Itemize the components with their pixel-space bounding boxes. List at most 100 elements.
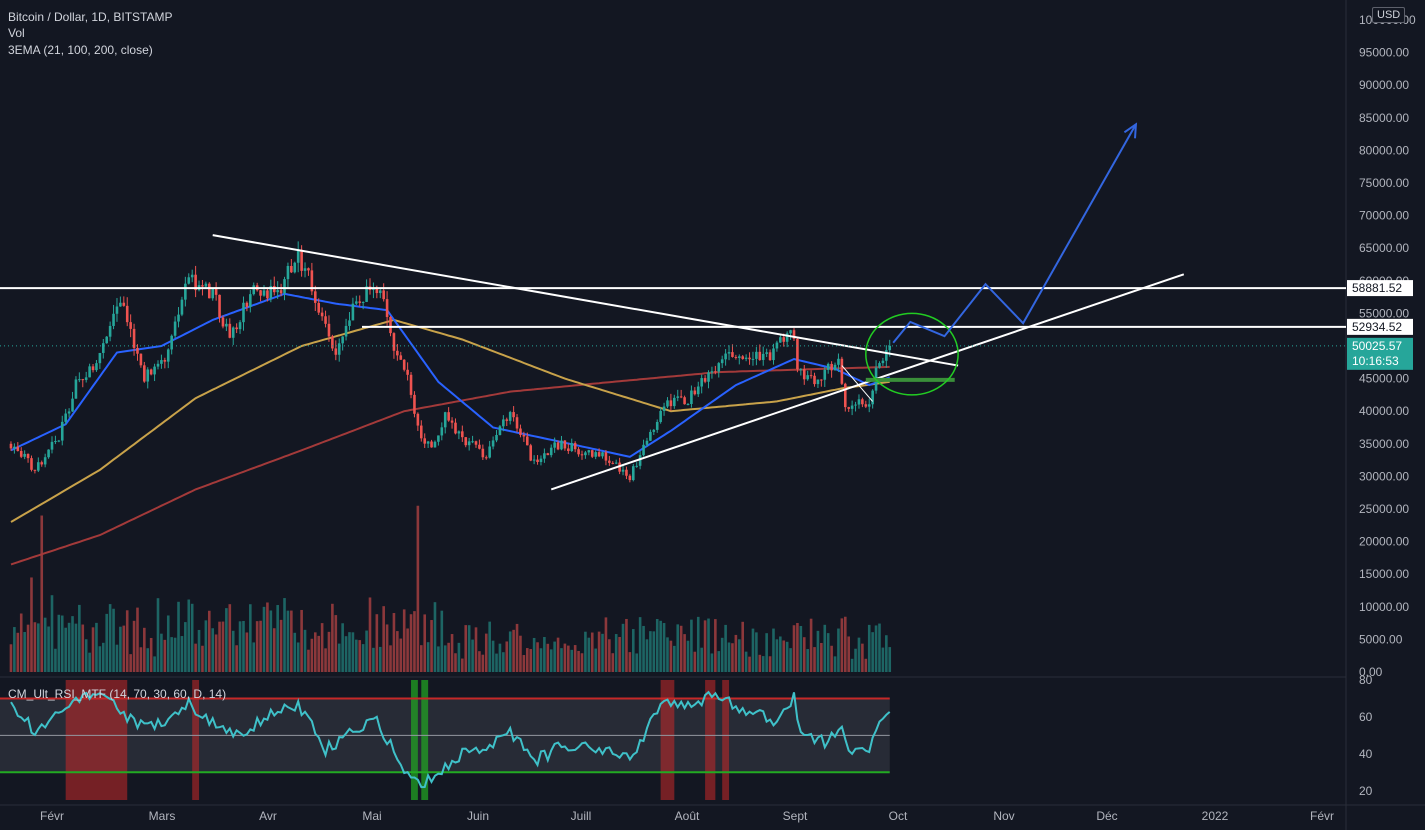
candle — [481, 444, 485, 461]
volume-bar — [467, 625, 471, 672]
candle — [471, 435, 474, 444]
candle-body — [498, 426, 502, 436]
candle — [556, 440, 560, 451]
rsi-oversold-zone — [421, 680, 429, 800]
candle-body — [238, 322, 242, 330]
candle — [758, 344, 762, 361]
volume-bar — [590, 632, 594, 672]
candle-body — [67, 411, 71, 414]
candle — [809, 370, 813, 379]
volume-bar — [64, 627, 67, 672]
candle-body — [714, 371, 717, 373]
candle-body — [519, 428, 522, 435]
volume-bar — [553, 641, 556, 672]
candle — [426, 440, 430, 448]
volume-bar — [30, 577, 33, 672]
candle — [635, 462, 639, 468]
volume-bar — [878, 623, 881, 672]
time-tick-label: Mars — [149, 809, 176, 823]
candle-body — [409, 374, 413, 395]
candle — [850, 400, 854, 416]
candle-body — [608, 460, 611, 463]
volume-bar — [816, 630, 820, 672]
candle-body — [662, 406, 666, 411]
candle — [874, 360, 878, 394]
volume-bar — [413, 611, 416, 672]
volume-bar — [276, 605, 279, 672]
candle — [806, 370, 809, 381]
candle — [156, 360, 160, 370]
candle-body — [553, 442, 556, 448]
candle — [187, 273, 191, 285]
candle — [78, 372, 81, 383]
candle — [772, 343, 775, 365]
volume-bar — [269, 610, 273, 672]
candle-body — [184, 283, 187, 300]
volume-bar — [105, 613, 109, 672]
candle — [655, 419, 659, 433]
wedge-line — [841, 365, 874, 402]
volume-bar — [734, 634, 738, 672]
candle — [447, 407, 450, 422]
candle — [351, 297, 355, 321]
volume-bar — [635, 653, 639, 672]
volume-bar — [9, 644, 13, 672]
candle-body — [529, 445, 533, 461]
volume-bar — [382, 606, 385, 672]
candle — [262, 285, 266, 297]
candle-body — [47, 449, 50, 458]
volume-bar — [536, 642, 539, 672]
candle-body — [290, 265, 293, 273]
volume-bar — [628, 652, 632, 672]
volume-bar — [532, 637, 536, 672]
candle — [368, 278, 372, 295]
candle-body — [218, 294, 221, 318]
candle-body — [402, 359, 406, 370]
candle-body — [467, 441, 471, 446]
candle-body — [505, 419, 509, 421]
candle-body — [584, 452, 587, 456]
volume-bar — [40, 515, 44, 672]
candle — [498, 425, 502, 436]
currency-badge[interactable]: USD — [1372, 7, 1406, 23]
volume-bar — [293, 632, 297, 672]
candle — [737, 354, 741, 365]
candle-body — [628, 475, 632, 481]
candle — [204, 281, 208, 288]
volume-bar — [601, 633, 604, 672]
candle — [666, 397, 669, 409]
candle-body — [231, 327, 235, 338]
candle-body — [382, 290, 385, 300]
candle — [560, 435, 563, 451]
candle — [519, 424, 522, 438]
volume-bar — [355, 639, 358, 672]
candle — [430, 439, 433, 448]
volume-bar — [560, 648, 563, 672]
candle-body — [64, 413, 67, 422]
volume-bar — [820, 642, 823, 672]
candle — [218, 294, 221, 323]
volume-bar — [519, 635, 522, 672]
candle-body — [779, 337, 782, 343]
price-tick-label: 30000.00 — [1359, 469, 1409, 483]
candle-body — [700, 378, 703, 387]
candle — [437, 435, 440, 446]
candle-body — [830, 363, 833, 371]
price-tick-label: 55000.00 — [1359, 306, 1409, 320]
candle — [440, 422, 444, 441]
candle-body — [190, 274, 194, 278]
volume-bar — [556, 637, 560, 672]
volume-bar — [81, 624, 85, 672]
candle-body — [37, 462, 40, 471]
candle-body — [727, 352, 731, 354]
candle — [679, 389, 683, 399]
volume-bar — [129, 654, 132, 672]
volume-bar — [655, 618, 659, 672]
volume-bar — [567, 645, 570, 672]
volume-bar — [320, 623, 324, 672]
price-label-resistance-lower: 52934.52 — [1347, 318, 1413, 335]
volume-bar — [317, 635, 321, 672]
candle-body — [163, 360, 167, 362]
candle-body — [122, 302, 126, 306]
